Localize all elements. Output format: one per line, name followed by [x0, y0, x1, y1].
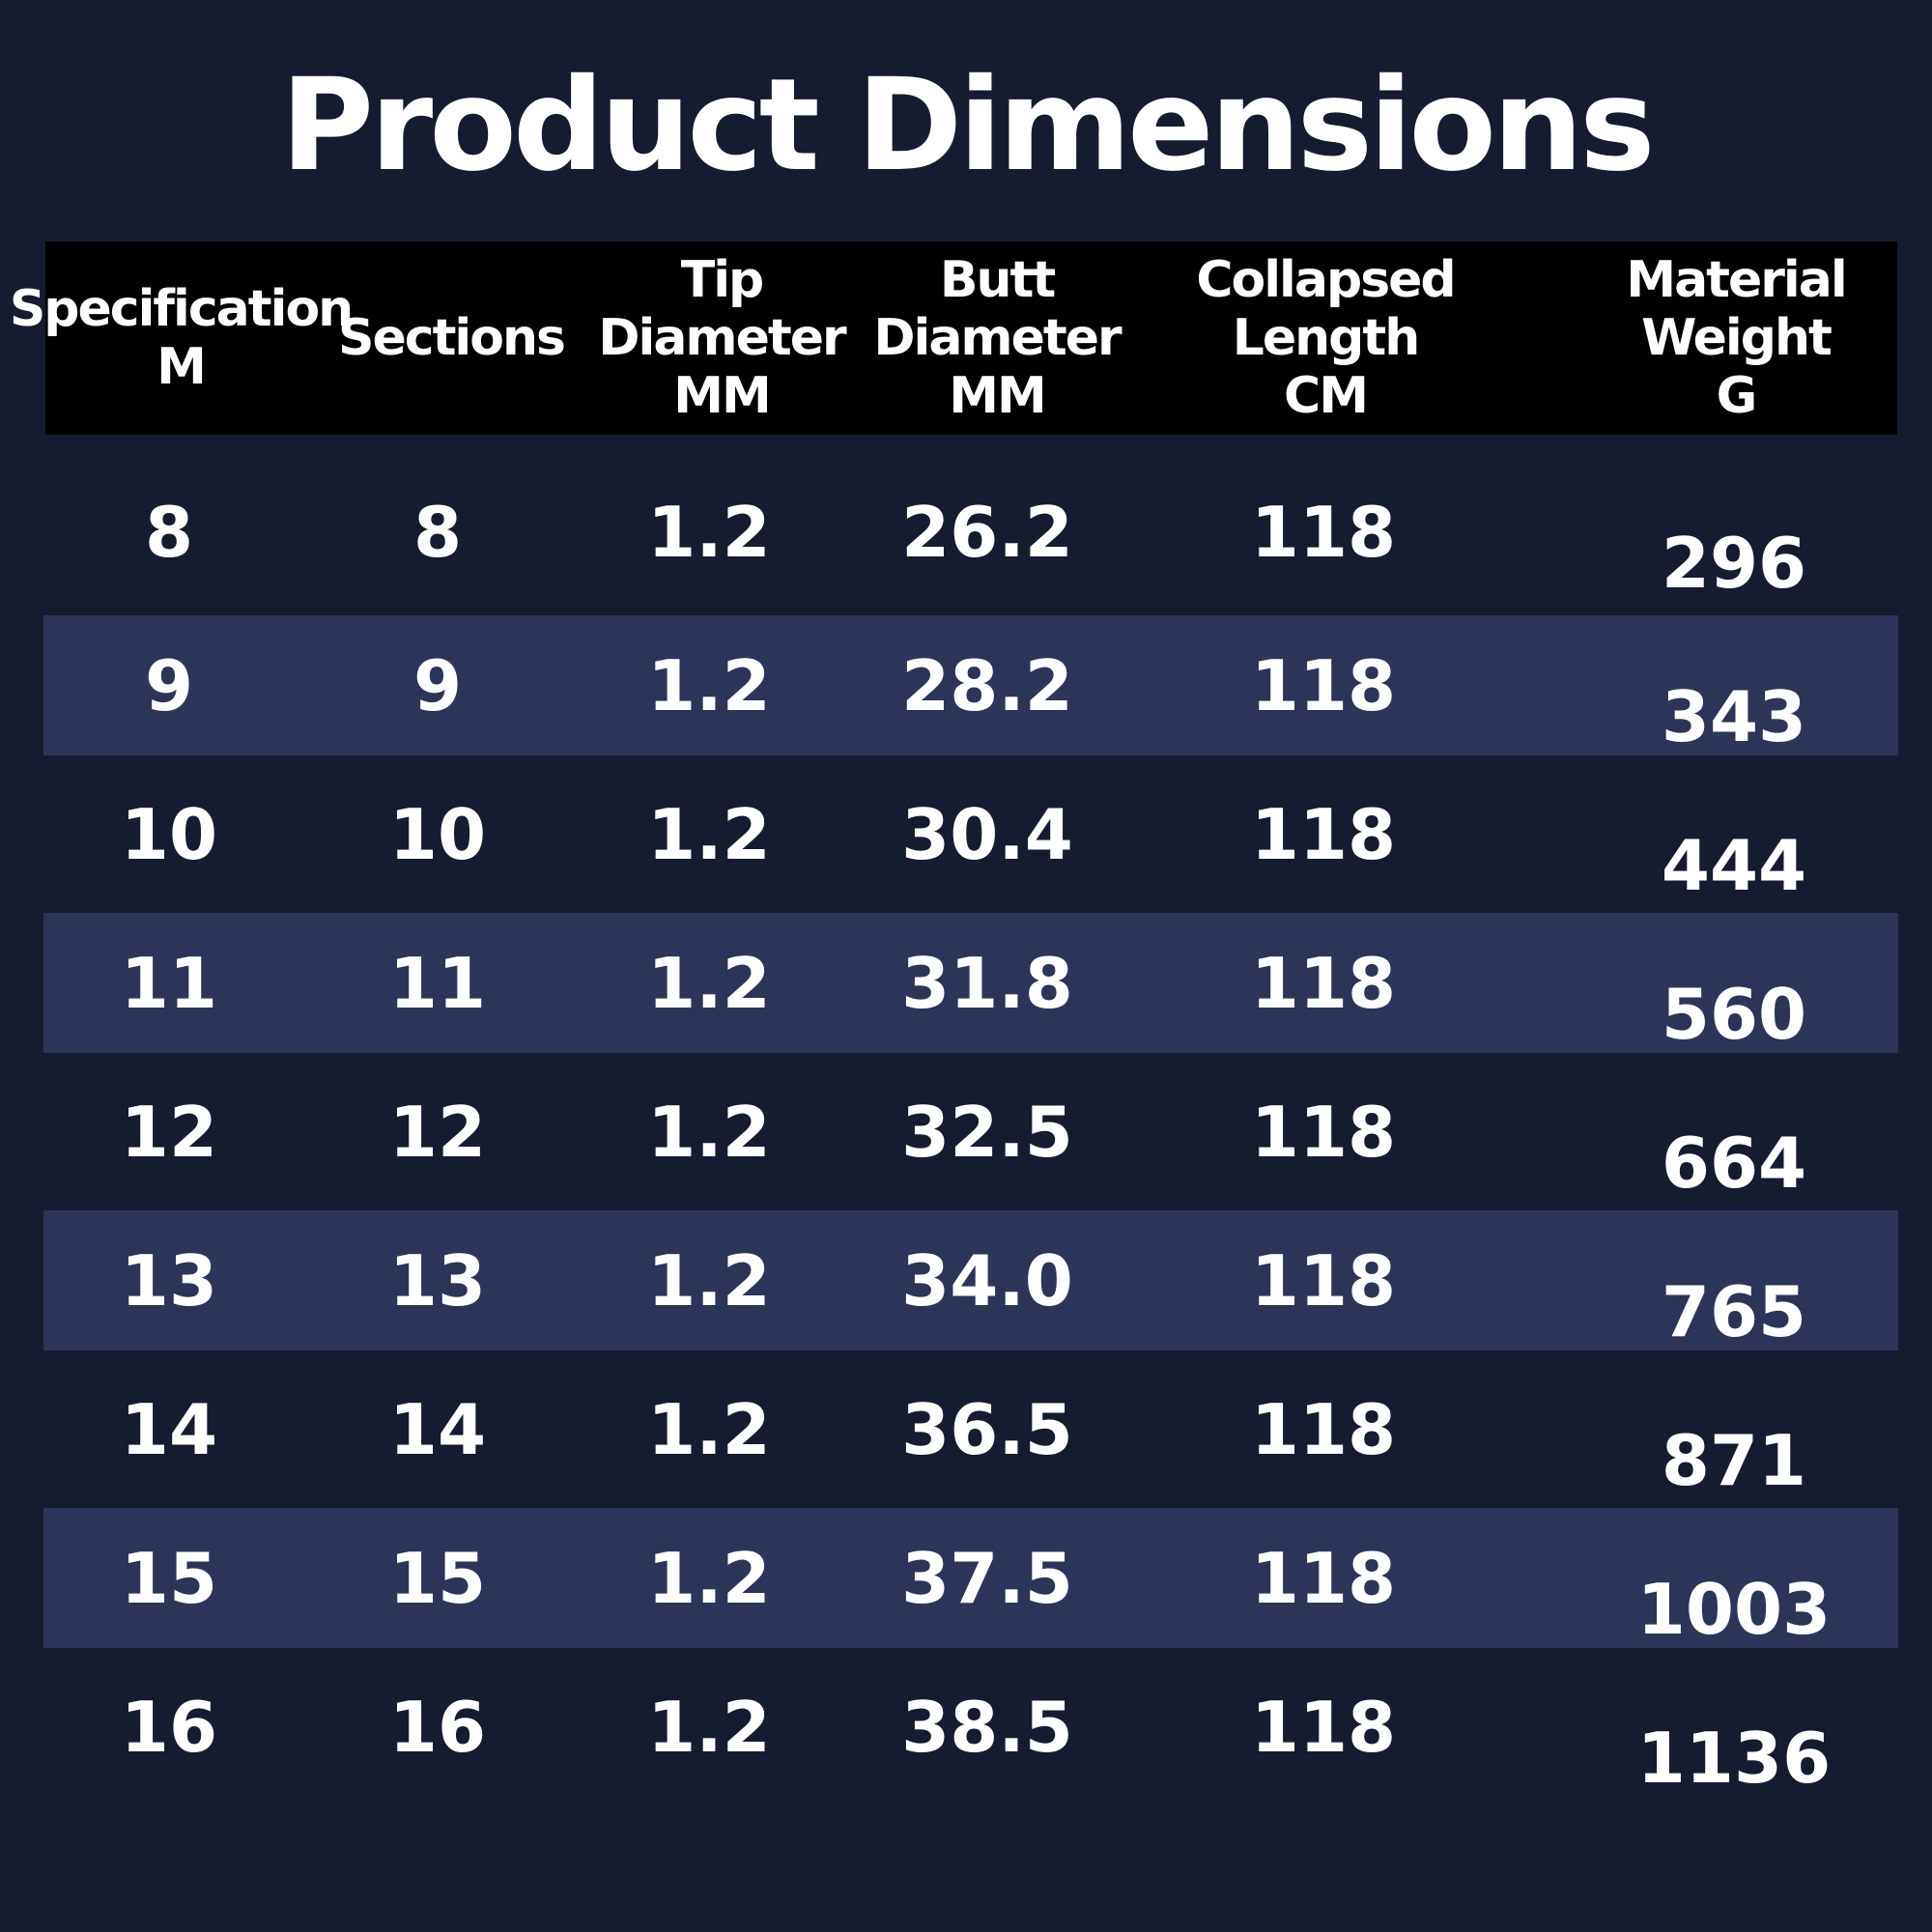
cell-collapsed-length: 118 — [1250, 1239, 1397, 1321]
cell-specification: 11 — [120, 942, 218, 1024]
cell-specification: 15 — [120, 1537, 218, 1619]
cell-tip-diameter: 1.2 — [647, 1239, 771, 1321]
cell-sections: 12 — [388, 1091, 487, 1173]
cell-butt-diameter: 30.4 — [901, 793, 1073, 875]
cell-tip-diameter: 1.2 — [647, 1091, 771, 1173]
cell-sections: 15 — [388, 1537, 487, 1619]
header-sections: Sections — [338, 309, 566, 367]
table-row: 12 12 1.2 32.5 118 664 — [43, 1062, 1898, 1204]
cell-collapsed-length: 118 — [1250, 491, 1397, 573]
table-header: Specification M Sections Tip Diameter MM… — [9, 242, 1897, 435]
table-row: 10 10 1.2 30.4 118 444 — [43, 764, 1898, 906]
table-row: 13 13 1.2 34.0 118 765 — [43, 1210, 1898, 1352]
cell-collapsed-length: 118 — [1250, 644, 1397, 726]
cell-collapsed-length: 118 — [1250, 1537, 1397, 1619]
cell-tip-diameter: 1.2 — [647, 644, 771, 726]
cell-material-weight: 871 — [1661, 1419, 1807, 1501]
cell-material-weight: 765 — [1661, 1270, 1807, 1352]
cell-butt-diameter: 32.5 — [901, 1091, 1073, 1173]
cell-sections: 9 — [412, 644, 463, 726]
cell-butt-diameter: 34.0 — [901, 1239, 1073, 1321]
cell-specification: 16 — [120, 1686, 218, 1768]
cell-butt-diameter: 36.5 — [901, 1388, 1073, 1470]
cell-specification: 10 — [120, 793, 218, 875]
cell-material-weight: 664 — [1661, 1122, 1807, 1204]
table-row: 9 9 1.2 28.2 118 343 — [43, 615, 1898, 757]
cell-butt-diameter: 26.2 — [901, 491, 1073, 573]
header-tip-diameter: Tip Diameter MM — [598, 251, 846, 425]
cell-material-weight: 1003 — [1636, 1568, 1832, 1650]
cell-material-weight: 296 — [1661, 522, 1807, 604]
cell-specification: 14 — [120, 1388, 218, 1470]
header-material-weight: Material Weight G — [1626, 251, 1847, 425]
cell-tip-diameter: 1.2 — [647, 1686, 771, 1768]
cell-tip-diameter: 1.2 — [647, 793, 771, 875]
cell-collapsed-length: 118 — [1250, 793, 1397, 875]
header-specification: Specification M — [9, 280, 354, 396]
cell-sections: 11 — [388, 942, 487, 1024]
table-row: 15 15 1.2 37.5 118 1003 — [43, 1508, 1898, 1650]
cell-sections: 10 — [388, 793, 487, 875]
cell-sections: 16 — [388, 1686, 487, 1768]
cell-sections: 8 — [412, 491, 463, 573]
cell-tip-diameter: 1.2 — [647, 942, 771, 1024]
header-butt-diameter: Butt Diameter MM — [873, 251, 1122, 425]
cell-specification: 12 — [120, 1091, 218, 1173]
cell-collapsed-length: 118 — [1250, 1091, 1397, 1173]
table-row: 11 11 1.2 31.8 118 560 — [43, 913, 1898, 1055]
cell-butt-diameter: 37.5 — [901, 1537, 1073, 1619]
page-title: Product Dimensions — [280, 51, 1655, 200]
cell-collapsed-length: 118 — [1250, 1686, 1397, 1768]
cell-specification: 13 — [120, 1239, 218, 1321]
cell-tip-diameter: 1.2 — [647, 1388, 771, 1470]
cell-sections: 13 — [388, 1239, 487, 1321]
table-row: 8 8 1.2 26.2 118 296 — [43, 462, 1898, 604]
header-collapsed-length: Collapsed Length CM — [1196, 251, 1456, 425]
cell-collapsed-length: 118 — [1250, 942, 1397, 1024]
table-row: 16 16 1.2 38.5 118 1136 — [43, 1657, 1898, 1799]
cell-material-weight: 560 — [1661, 973, 1807, 1055]
cell-tip-diameter: 1.2 — [647, 1537, 771, 1619]
table-row: 14 14 1.2 36.5 118 871 — [43, 1359, 1898, 1501]
cell-specification: 9 — [144, 644, 194, 726]
cell-butt-diameter: 28.2 — [901, 644, 1073, 726]
cell-material-weight: 343 — [1661, 675, 1807, 757]
cell-material-weight: 444 — [1661, 824, 1807, 906]
cell-butt-diameter: 38.5 — [901, 1686, 1073, 1768]
cell-specification: 8 — [144, 491, 194, 573]
cell-sections: 14 — [388, 1388, 487, 1470]
cell-material-weight: 1136 — [1636, 1717, 1832, 1799]
cell-collapsed-length: 118 — [1250, 1388, 1397, 1470]
cell-tip-diameter: 1.2 — [647, 491, 771, 573]
cell-butt-diameter: 31.8 — [901, 942, 1073, 1024]
